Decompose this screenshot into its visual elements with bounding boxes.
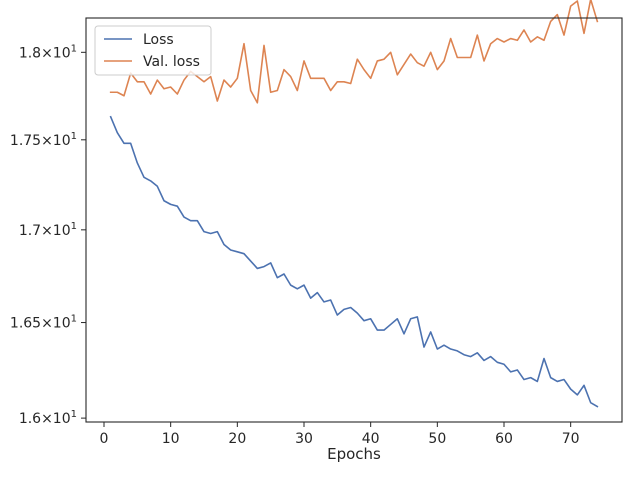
legend-label-val-loss: Val. loss: [143, 54, 200, 70]
y-tick-label: 1.7×101: [19, 221, 77, 239]
x-tick-label: 30: [295, 431, 313, 447]
axes-frame: [85, 17, 623, 423]
legend: Loss Val. loss: [94, 25, 212, 76]
x-axis-label: Epochs: [327, 445, 381, 463]
axes: 0 10 20 30 40 50 60 70 1.6×101 1.65×101 1.7×101 1.7…: [10, 17, 623, 447]
x-tick-label: 0: [100, 431, 109, 447]
x-tick-label: 70: [562, 431, 580, 447]
legend-label-loss: Loss: [143, 32, 174, 48]
y-tick-label: 1.65×101: [10, 314, 77, 332]
x-tick-label: 50: [428, 431, 446, 447]
series-line-loss: [109, 115, 599, 408]
y-tick-label: 1.8×101: [19, 43, 77, 61]
y-tick-label: 1.75×101: [10, 131, 77, 149]
x-tick-label: 20: [228, 431, 246, 447]
y-tick-label: 1.6×101: [19, 409, 77, 427]
x-tick-label: 60: [495, 431, 513, 447]
x-tick-label: 10: [162, 431, 180, 447]
x-tick-label: 40: [362, 431, 380, 447]
